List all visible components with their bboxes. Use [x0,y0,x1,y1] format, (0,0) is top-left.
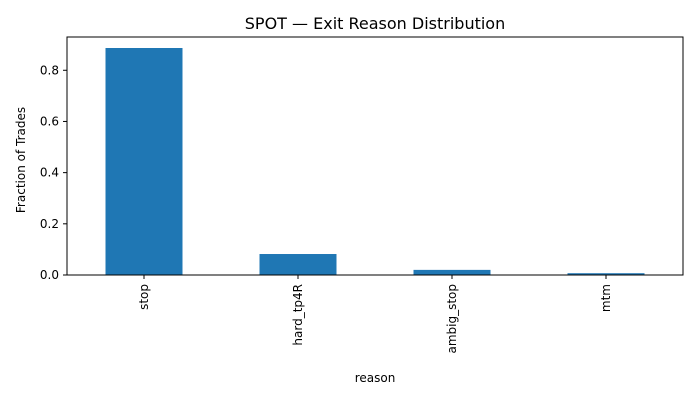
y-tick-label: 0.8 [40,63,59,77]
x-tick-label: stop [137,284,151,310]
y-axis-label: Fraction of Trades [14,107,28,213]
y-tick-label: 0.2 [40,217,59,231]
x-tick-label: mtm [599,284,613,312]
y-tick-label: 0.0 [40,268,59,282]
plot-frame [66,36,684,276]
x-tick-label: hard_tp4R [291,284,305,346]
bar-stop [105,48,183,275]
bars-layer [105,48,645,275]
y-tick-label: 0.6 [40,114,59,128]
y-tick-label: 0.4 [40,166,59,180]
x-axis-ticks: stop hard_tp4R ambig_stop mtm [137,275,613,354]
y-axis-ticks: 0.0 0.2 0.4 0.6 0.8 [40,63,67,282]
bar-ambig_stop [413,269,491,275]
x-tick-label: ambig_stop [445,284,459,354]
bar-mtm [567,273,645,275]
bar-hard_tp4R [259,254,337,275]
chart-title: SPOT — Exit Reason Distribution [245,14,505,33]
x-axis-label: reason [355,371,396,385]
